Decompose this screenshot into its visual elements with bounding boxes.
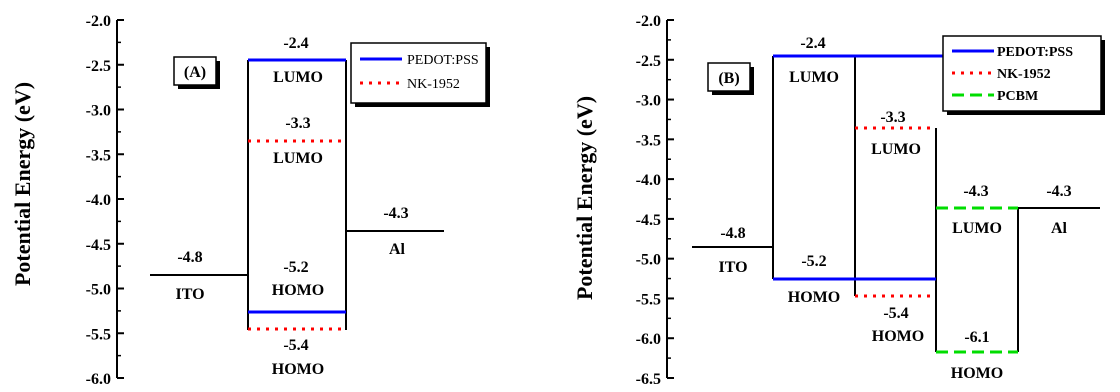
panel-b-nk-homo-name: HOMO xyxy=(872,328,924,345)
panel-a-y-tick-label: -3.0 xyxy=(86,103,111,120)
panel-b-pedot-lumo-name: LUMO xyxy=(789,69,839,86)
panel-b-y-tick-label: -4.5 xyxy=(636,212,661,229)
panel-b-y-tick-label: -5.5 xyxy=(636,291,661,308)
panel-b-pedot-homo-value: -5.2 xyxy=(801,253,826,270)
panel-a-y-tick-label: -2.5 xyxy=(86,58,111,75)
panel-a-y-tick-label: -4.0 xyxy=(86,192,111,209)
panel-b-nk-lumo-name: LUMO xyxy=(871,141,921,158)
panel-b-pcbm-homo-value: -6.1 xyxy=(964,329,989,346)
panel-a-nk-lumo-name: LUMO xyxy=(273,150,323,167)
panel-a-y-tick-label: -3.5 xyxy=(86,147,111,164)
panel-b-al-value: -4.3 xyxy=(1046,183,1071,200)
panel-b-nk-homo-value: -5.4 xyxy=(883,305,908,322)
panel-a-pedot-homo-value: -5.2 xyxy=(283,259,308,276)
panel-b-y-tick-label: -6.0 xyxy=(636,331,661,348)
panel-b-label: (B) xyxy=(718,70,739,87)
panel-b-pcbm-lumo-value: -4.3 xyxy=(963,183,988,200)
panel-b-ito-value: -4.8 xyxy=(720,225,745,242)
panel-b-y-tick-label: -3.5 xyxy=(636,132,661,149)
panel-a-legend: PEDOT:PSS NK-1952 xyxy=(350,42,490,107)
panel-a-y-tick-label: -4.5 xyxy=(86,237,111,254)
panel-a-pedot-lumo-name: LUMO xyxy=(273,69,323,86)
panel-b-legend-nk-label: NK-1952 xyxy=(997,67,1051,82)
panel-b-pcbm-homo-name: HOMO xyxy=(951,365,1003,382)
panel-b-y-tick-label: -4.0 xyxy=(636,172,661,189)
panel-b-legend-box xyxy=(942,35,1102,112)
panel-a-pedot-lumo-value: -2.4 xyxy=(283,35,308,52)
panel-a-al-value: -4.3 xyxy=(383,205,408,222)
panel-b-pedot-lumo-value: -2.4 xyxy=(800,35,825,52)
panel-b-y-tick-label: -6.5 xyxy=(636,371,661,388)
panel-a-y-tick-label: -5.0 xyxy=(86,282,111,299)
panel-a-label-box xyxy=(173,56,217,86)
panel-a-y-ticks: -2.0 -2.5 -3.0 -3.5 -4.0 -4.5 -5.0 -5.5 -6.0 xyxy=(86,13,124,388)
panel-b-nk-lumo-value: -3.3 xyxy=(880,109,905,126)
panel-a-legend-pedot-label: PEDOT:PSS xyxy=(407,53,479,68)
panel-b-y-tick-label: -3.0 xyxy=(636,93,661,110)
panel-b-legend-pedot-label: PEDOT:PSS xyxy=(997,45,1073,60)
panel-b-y-ticks: -2.0 -2.5 -3.0 -3.5 -4.0 -4.5 -5.0 -5.5 -6.0 -6.5 xyxy=(636,13,674,388)
panel-a-al-name: Al xyxy=(389,241,406,258)
panel-b-al-name: Al xyxy=(1051,220,1068,237)
panel-b: Potential Energy (eV) -2.0 -2.5 -3.0 -3.5 -4… xyxy=(572,13,1105,388)
panel-b-ylabel: Potential Energy (eV) xyxy=(572,96,597,300)
panel-a: Potential Energy (eV) -2.0 -2.5 -3.0 -3.5 -4… xyxy=(10,13,490,388)
panel-a-nk-lumo-value: -3.3 xyxy=(285,115,310,132)
panel-a-pedot-homo-name: HOMO xyxy=(272,282,324,299)
panel-b-y-tick-label: -2.5 xyxy=(636,53,661,70)
panel-b-label-box xyxy=(707,62,751,92)
panel-a-y-tick-label: -5.5 xyxy=(86,326,111,343)
panel-a-y-tick-label: -2.0 xyxy=(86,13,111,30)
panel-a-ito-value: -4.8 xyxy=(177,249,202,266)
panel-a-ito-name: ITO xyxy=(175,286,204,303)
panel-a-nk-homo-value: -5.4 xyxy=(283,337,308,354)
panel-a-nk-homo-name: HOMO xyxy=(272,361,324,378)
panel-a-y-tick-label: -6.0 xyxy=(86,371,111,388)
panel-a-label: (A) xyxy=(184,64,206,81)
panel-b-legend: PEDOT:PSS NK-1952 PCBM xyxy=(942,35,1105,115)
panel-b-legend-pcbm-label: PCBM xyxy=(997,89,1038,104)
panel-b-pedot-homo-name: HOMO xyxy=(788,289,840,306)
panel-b-ito-name: ITO xyxy=(718,259,747,276)
panel-a-legend-box xyxy=(350,42,487,104)
panel-b-pcbm-lumo-name: LUMO xyxy=(952,220,1002,237)
panel-b-y-tick-label: -5.0 xyxy=(636,252,661,269)
panel-a-legend-nk-label: NK-1952 xyxy=(407,77,460,92)
panel-a-ylabel: Potential Energy (eV) xyxy=(10,82,35,286)
panel-b-y-tick-label: -2.0 xyxy=(636,13,661,30)
